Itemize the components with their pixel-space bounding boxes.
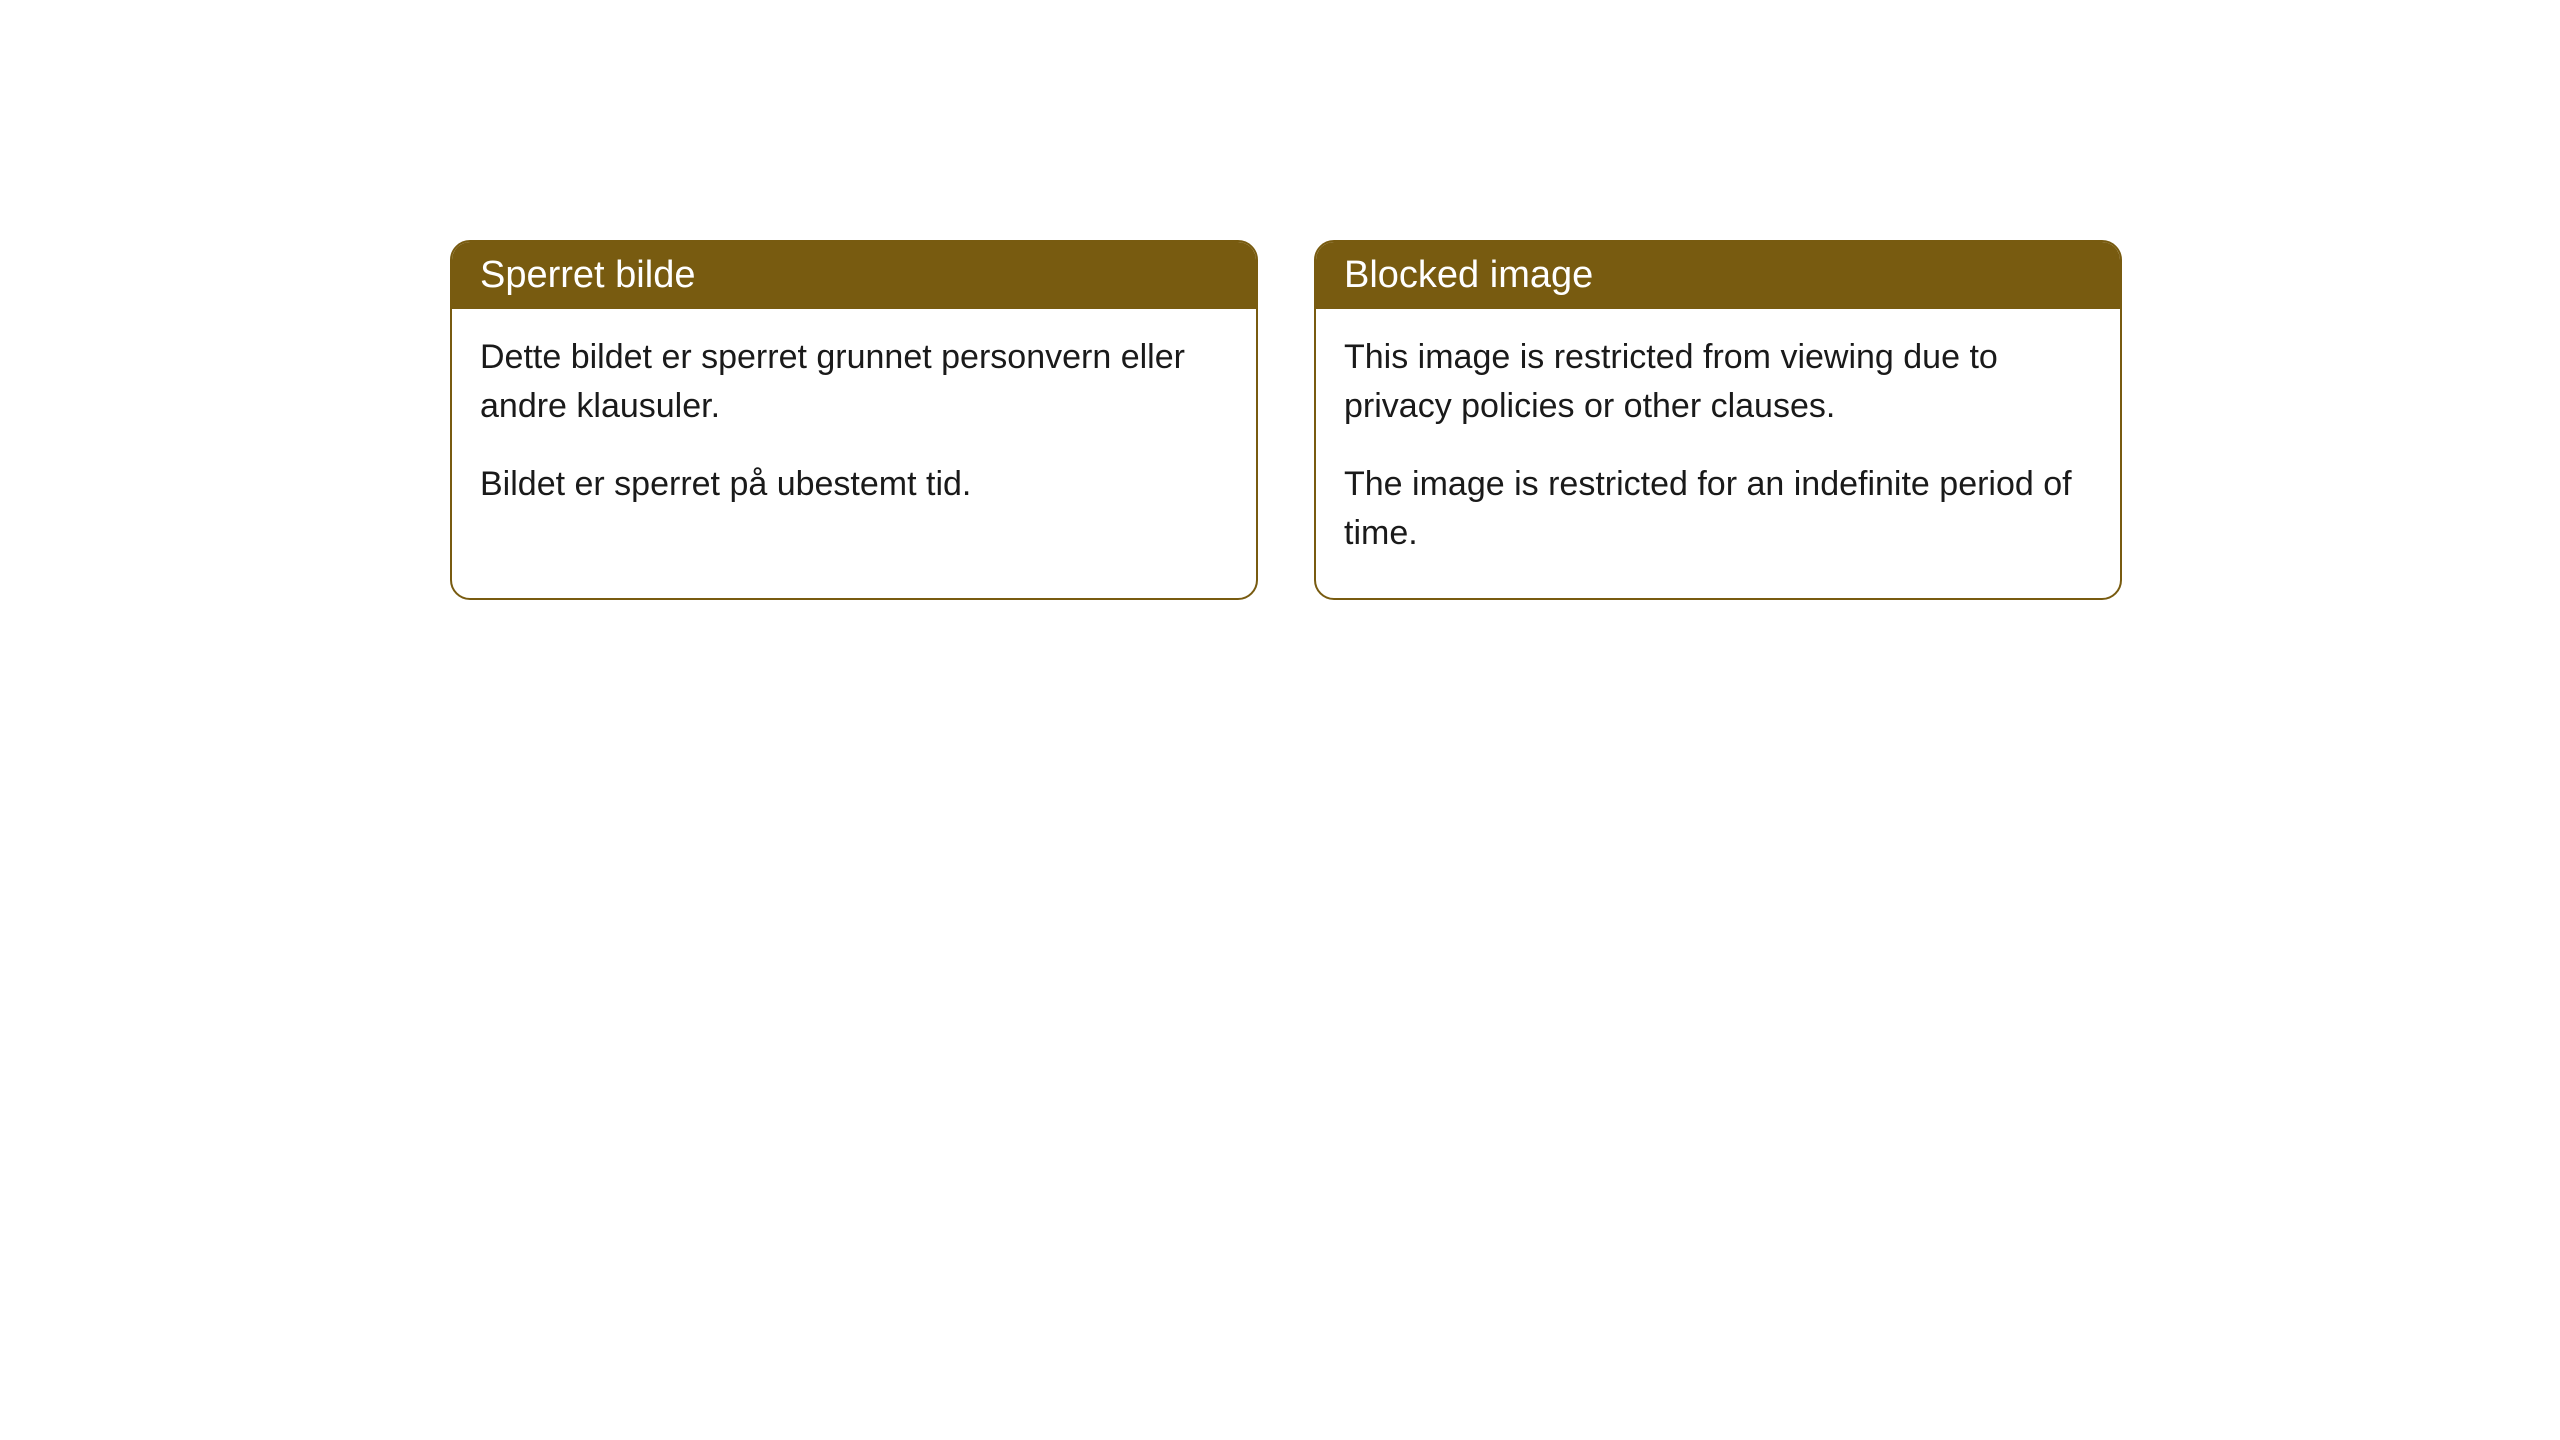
card-header-en: Blocked image (1316, 242, 2120, 309)
blocked-image-card-en: Blocked image This image is restricted f… (1314, 240, 2122, 600)
card-header-no: Sperret bilde (452, 242, 1256, 309)
card-paragraph-no-2: Bildet er sperret på ubestemt tid. (480, 460, 1228, 509)
card-title-no: Sperret bilde (480, 254, 695, 296)
card-paragraph-no-1: Dette bildet er sperret grunnet personve… (480, 333, 1228, 432)
card-body-no: Dette bildet er sperret grunnet personve… (452, 309, 1256, 549)
card-title-en: Blocked image (1344, 254, 1593, 296)
notice-cards-container: Sperret bilde Dette bildet er sperret gr… (450, 240, 2560, 600)
card-body-en: This image is restricted from viewing du… (1316, 309, 2120, 598)
blocked-image-card-no: Sperret bilde Dette bildet er sperret gr… (450, 240, 1258, 600)
card-paragraph-en-1: This image is restricted from viewing du… (1344, 333, 2092, 432)
card-paragraph-en-2: The image is restricted for an indefinit… (1344, 460, 2092, 559)
